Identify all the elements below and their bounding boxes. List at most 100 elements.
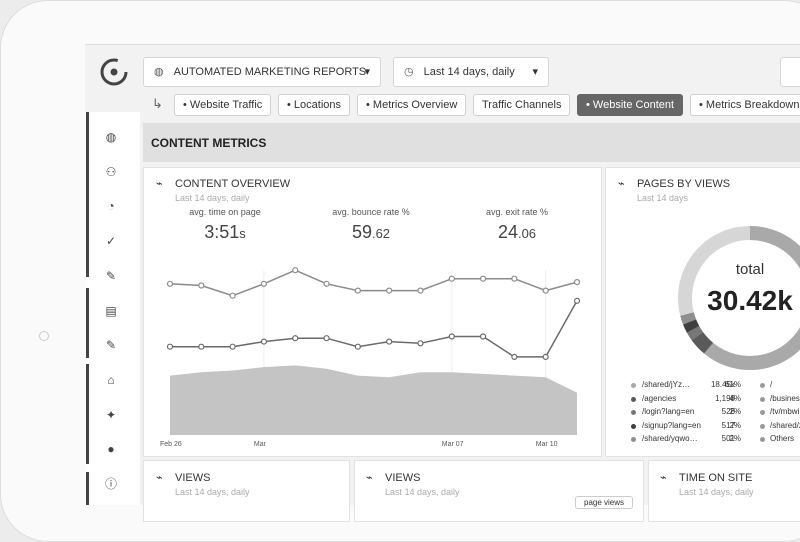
tab-label: Traffic Channels	[482, 99, 562, 111]
metric-main: 3:51	[204, 222, 240, 242]
point	[260, 280, 268, 287]
legend-views: 501	[721, 434, 735, 443]
metric-value: 59.62	[311, 222, 431, 243]
section-bar	[143, 123, 800, 162]
point	[386, 338, 393, 345]
chart-toggle[interactable]: page views	[575, 496, 634, 509]
date-label: Last 14 days, daily	[423, 66, 515, 78]
tab[interactable]: • Website Content	[577, 94, 684, 116]
total-value: 30.42k	[707, 285, 793, 316]
point	[198, 282, 205, 289]
tab-label: Website Content	[592, 99, 675, 111]
legend-views: 1,198	[714, 393, 735, 403]
tab[interactable]: • Metrics Overview	[357, 94, 467, 116]
point	[166, 343, 174, 350]
camera	[39, 331, 49, 341]
legend-share: 2%	[729, 434, 741, 443]
donut-segment	[686, 325, 704, 341]
x-tick-label: Mar 07	[442, 441, 464, 448]
legend-name: /business	[770, 393, 800, 403]
x-tick-label: Mar	[254, 441, 267, 448]
legend-dot	[760, 437, 765, 442]
legend-share: 61%	[724, 380, 741, 389]
legend-name: /	[770, 380, 773, 389]
metric-value: 3:51s	[165, 222, 285, 243]
point	[417, 340, 424, 347]
legend-name: /shared/jYz…	[642, 380, 691, 389]
tab[interactable]: • Website Traffic	[174, 94, 272, 116]
tab[interactable]: • Locations	[278, 94, 351, 116]
sidebar	[85, 112, 140, 505]
line	[169, 269, 578, 297]
tab-label: Metrics Breakdowns	[705, 99, 800, 111]
legend-share: 4%	[729, 393, 741, 403]
card-title: TIME ON SITE	[679, 472, 753, 484]
card-title: PAGES BY VIEWS	[637, 178, 731, 190]
legend-name: Others	[770, 434, 795, 443]
legend-dot	[760, 383, 765, 388]
point	[448, 275, 455, 282]
point	[573, 297, 581, 304]
metric-main: 59	[351, 222, 372, 242]
point	[292, 267, 299, 274]
point	[323, 335, 330, 342]
legend-name: /tv/mbwi	[770, 407, 800, 416]
point	[354, 343, 361, 350]
point	[229, 292, 236, 299]
legend-dot	[760, 423, 765, 429]
trend-icon: ⌁	[660, 472, 667, 484]
metric-minor: .06	[517, 226, 537, 241]
trend-icon: ⌁	[618, 178, 625, 190]
legend-dot	[631, 437, 636, 442]
point	[479, 333, 487, 340]
legend-dot	[631, 383, 636, 388]
legend-views: 526	[721, 407, 735, 416]
tab[interactable]: • Metrics Breakdowns	[690, 94, 800, 116]
metric-main: 24	[497, 222, 518, 242]
tab-label: Locations	[293, 99, 342, 111]
sidebar-group	[86, 112, 89, 277]
section-title: CONTENT METRICS	[151, 136, 267, 150]
donut-segment	[691, 331, 714, 354]
metric-label: avg. bounce rate %	[332, 207, 410, 217]
legend-name: /signup?lang=en	[642, 420, 701, 430]
legend-dot	[631, 396, 636, 402]
line	[170, 300, 578, 358]
point	[292, 335, 299, 342]
legend-dot	[760, 410, 765, 415]
trend-icon: ⌁	[156, 472, 163, 484]
point	[323, 280, 330, 287]
tab-arrow: ↳	[152, 96, 163, 111]
x-tick-label: Mar 10	[536, 441, 558, 448]
legend-share: 2%	[729, 407, 741, 416]
legend-share: 2%	[729, 420, 741, 430]
tab[interactable]: Traffic Channels	[473, 94, 571, 116]
card-subtitle: Last 14 days, daily	[679, 487, 754, 497]
menu-button[interactable]	[780, 57, 800, 87]
overview-chart: Feb 26 Mar Mar 07 Mar 10	[160, 267, 581, 448]
trend-icon: ⌁	[366, 472, 373, 484]
report-dropdown[interactable]: ◍ AUTOMATED MARKETING REPORTS ▾	[143, 57, 381, 87]
date-dropdown[interactable]: ◷ Last 14 days, daily ▾	[393, 57, 549, 87]
point	[479, 275, 487, 282]
legend-views: 18.45k	[710, 380, 735, 389]
metric-label: avg. exit rate %	[485, 207, 549, 217]
legend-name: /shared/yqwo…	[642, 434, 698, 443]
point	[542, 353, 549, 361]
sidebar-icons[interactable]: ◍ ⚇ ◔ ✓ ✎ ▤ ✎ ⌂ ✦ ● ⓘ	[104, 130, 117, 492]
metric-label: avg. time on page	[189, 207, 261, 217]
donut-chart: total 30.42k	[678, 226, 800, 370]
point	[511, 275, 518, 282]
point	[229, 343, 236, 350]
logo	[100, 58, 128, 86]
divider	[85, 44, 800, 45]
sidebar-group	[86, 472, 89, 505]
legend-dot	[760, 396, 765, 402]
legend-name: /agencies	[642, 393, 677, 403]
point	[542, 287, 549, 294]
point	[417, 287, 424, 294]
donut-segment	[683, 319, 700, 333]
metric-minor: .62	[371, 226, 391, 241]
card-subtitle: Last 14 days, daily	[175, 487, 250, 497]
